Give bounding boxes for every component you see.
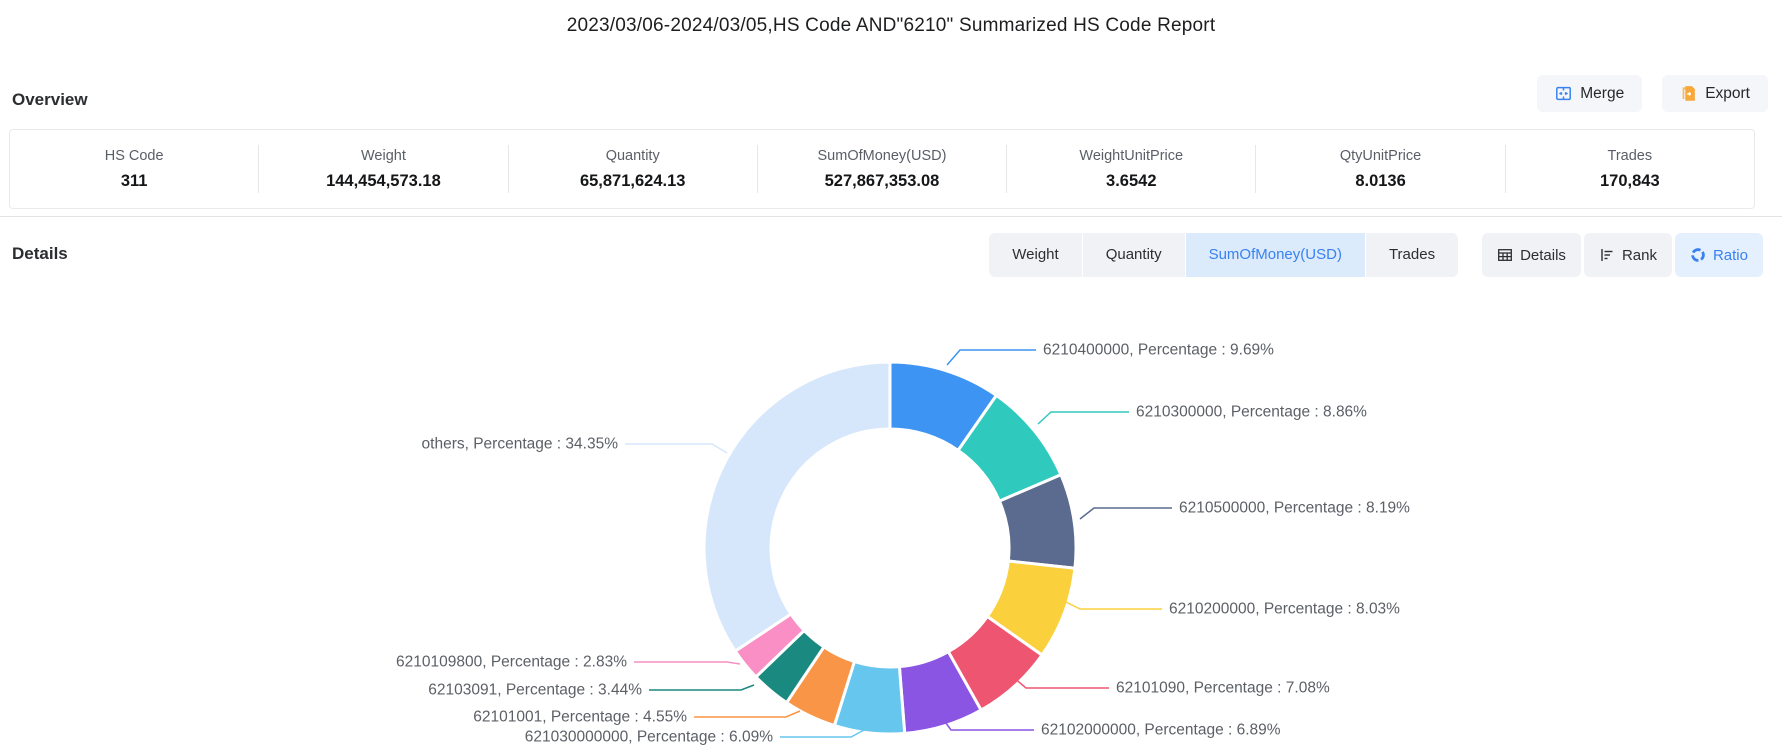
- details-section-title: Details: [12, 244, 68, 263]
- view-button-label: Details: [1520, 246, 1566, 264]
- stat-value: 311: [120, 171, 148, 190]
- rank-view-button[interactable]: Rank: [1583, 233, 1672, 277]
- ratio-view-button[interactable]: Ratio: [1674, 233, 1763, 277]
- stat-label: QtyUnitPrice: [1339, 147, 1422, 164]
- overview-stats-panel: HS Code 311 Weight 144,454,573.18 Quantity 65…: [9, 129, 1755, 209]
- merge-button[interactable]: Merge: [1537, 75, 1643, 112]
- overview-section-title: Overview: [12, 90, 88, 109]
- label-leader-line: [649, 684, 755, 691]
- stat-label: SumOfMoney(USD): [817, 147, 947, 164]
- stat-label: Quantity: [605, 147, 660, 164]
- label-leader-line: [1065, 601, 1162, 610]
- stat-value: 8.0136: [1355, 171, 1406, 190]
- segment-label: 6210200000, Percentage : 8.03%: [1169, 601, 1400, 618]
- label-leader-line: [1079, 507, 1172, 520]
- stat-value: 170,843: [1600, 171, 1660, 190]
- stat-quantity: Quantity 65,871,624.13: [509, 145, 758, 193]
- stat-qtyunitprice: QtyUnitPrice 8.0136: [1256, 145, 1506, 193]
- merge-button-label: Merge: [1580, 84, 1625, 102]
- stat-label: Weight: [360, 147, 406, 164]
- label-leader-line: [1037, 411, 1129, 425]
- view-button-label: Rank: [1621, 246, 1657, 264]
- donut-segment-others[interactable]: [702, 360, 892, 653]
- label-leader-line: [1012, 676, 1109, 689]
- rank-icon: [1599, 247, 1615, 263]
- section-divider: [0, 216, 1782, 217]
- stat-sumofmoney-usd-: SumOfMoney(USD) 527,867,353.08: [758, 145, 1008, 193]
- stat-hs-code: HS Code 311: [10, 145, 260, 193]
- segment-label: 62102000000, Percentage : 6.89%: [1041, 722, 1281, 739]
- donut-icon: [1690, 247, 1706, 263]
- stat-value: 3.6542: [1106, 171, 1157, 190]
- measure-tab-group: Weight Quantity SumOfMoney(USD) Trades: [989, 233, 1459, 277]
- stat-label: Trades: [1607, 147, 1653, 164]
- tab-quantity[interactable]: Quantity: [1082, 233, 1185, 277]
- merge-icon: [1555, 85, 1572, 102]
- details-view-button[interactable]: Details: [1482, 233, 1581, 277]
- stat-weight: Weight 144,454,573.18: [259, 145, 509, 193]
- segment-label: 6210400000, Percentage : 9.69%: [1043, 342, 1274, 359]
- segment-label: 62101090, Percentage : 7.08%: [1116, 680, 1330, 697]
- details-controls: Weight Quantity SumOfMoney(USD) Trades Deta…: [989, 233, 1763, 277]
- label-leader-line: [694, 710, 801, 718]
- segment-label: others, Percentage : 34.35%: [422, 436, 619, 453]
- view-button-label: Ratio: [1712, 246, 1748, 264]
- label-leader-line: [625, 443, 728, 454]
- segment-label: 62103091, Percentage : 3.44%: [428, 682, 642, 699]
- stat-value: 527,867,353.08: [824, 171, 940, 190]
- stat-label: WeightUnitPrice: [1079, 147, 1184, 164]
- stat-trades: Trades 170,843: [1506, 145, 1754, 193]
- table-icon: [1497, 247, 1513, 263]
- stat-label: HS Code: [104, 147, 164, 164]
- segment-label: 6210109800, Percentage : 2.83%: [396, 654, 627, 671]
- tab-weight[interactable]: Weight: [989, 233, 1082, 277]
- segment-label: 62101001, Percentage : 4.55%: [473, 709, 687, 726]
- tab-sumofmoney-usd-[interactable]: SumOfMoney(USD): [1185, 233, 1365, 277]
- page-title: 2023/03/06-2024/03/05,HS Code AND"6210" …: [566, 15, 1216, 36]
- stat-weightunitprice: WeightUnitPrice 3.6542: [1007, 145, 1257, 193]
- segment-label: 621030000000, Percentage : 6.09%: [525, 729, 773, 746]
- label-leader-line: [634, 661, 741, 665]
- stat-value: 65,871,624.13: [579, 171, 686, 190]
- label-leader-line: [946, 349, 1036, 366]
- segment-label: 6210300000, Percentage : 8.86%: [1136, 404, 1367, 421]
- export-icon: [1680, 85, 1697, 102]
- stat-value: 144,454,573.18: [326, 171, 441, 190]
- segment-label: 6210500000, Percentage : 8.19%: [1179, 500, 1410, 517]
- export-button[interactable]: Export: [1662, 75, 1768, 112]
- view-mode-buttons: Details Rank Ratio: [1482, 233, 1763, 277]
- tab-trades[interactable]: Trades: [1365, 233, 1459, 277]
- overview-actions: Merge Export: [1537, 75, 1768, 112]
- export-button-label: Export: [1705, 84, 1750, 102]
